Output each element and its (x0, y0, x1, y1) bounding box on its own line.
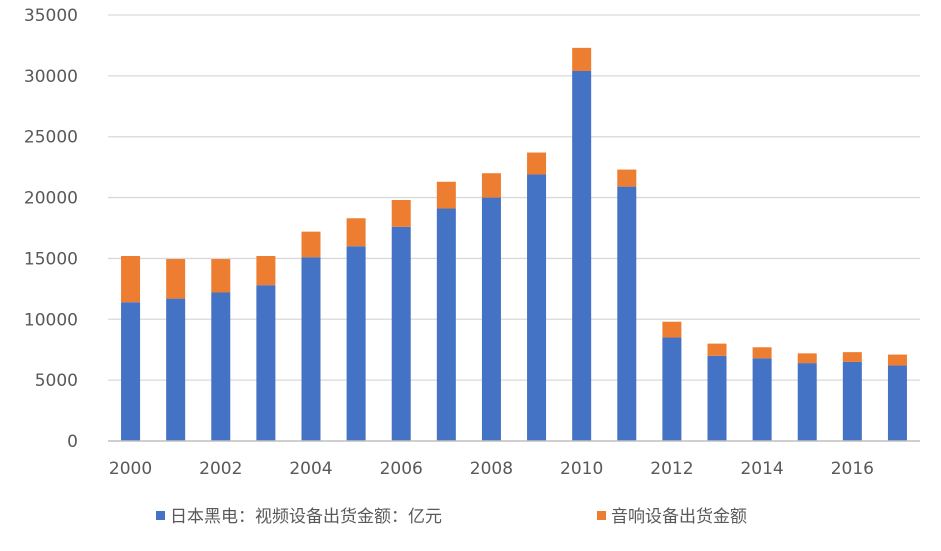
bars (121, 47, 907, 441)
bar-2012-video (662, 337, 682, 441)
y-tick-label: 10000 (24, 310, 78, 330)
bar-2008-video (481, 197, 501, 441)
bar-2005-video (346, 246, 366, 441)
bar-2010-audio (572, 47, 592, 71)
bar-2009-video (527, 174, 547, 441)
x-tick-label: 2008 (470, 459, 513, 479)
bar-2006-audio (391, 200, 411, 227)
y-tick-label: 0 (67, 432, 78, 452)
y-tick-label: 35000 (24, 6, 78, 26)
x-tick-label: 2010 (560, 459, 603, 479)
bar-2005-audio (346, 218, 366, 247)
bar-2013-audio (707, 343, 727, 356)
bar-2014-audio (752, 347, 772, 359)
legend-swatch-video (156, 511, 165, 520)
x-tick-label: 2002 (199, 459, 242, 479)
bar-2002-video (211, 292, 231, 441)
bar-2008-audio (481, 173, 501, 198)
x-tick-label: 2006 (380, 459, 423, 479)
x-axis-ticks: 2000 2002 2004 2006 2008 2010 2012 2014 2016 (109, 459, 874, 479)
bar-2011-video (617, 186, 637, 441)
x-tick-label: 2004 (289, 459, 332, 479)
bar-2015-video (797, 363, 817, 441)
bar-2012-audio (662, 321, 682, 338)
y-tick-label: 5000 (35, 371, 78, 391)
bar-2003-video (256, 285, 276, 441)
legend-label-audio: 音响设备出货金额 (611, 507, 747, 527)
bar-2013-video (707, 355, 727, 441)
legend-swatch-audio (597, 511, 606, 520)
y-tick-label: 30000 (24, 67, 78, 87)
bar-2014-video (752, 358, 772, 441)
bar-2010-video (572, 70, 592, 441)
bar-2016-video (842, 361, 862, 441)
bar-2016-audio (842, 352, 862, 362)
bar-2011-audio (617, 169, 637, 187)
bar-2000-audio (121, 255, 141, 303)
gridlines (108, 14, 920, 381)
bar-2004-video (301, 257, 321, 441)
legend: 日本黑电：视频设备出货金额：亿元 音响设备出货金额 (156, 507, 747, 527)
bar-2007-video (436, 208, 456, 441)
x-tick-label: 2000 (109, 459, 152, 479)
bar-2002-audio (211, 259, 231, 293)
x-tick-label: 2016 (831, 459, 874, 479)
bar-2000-video (121, 302, 141, 441)
x-tick-label: 2014 (740, 459, 783, 479)
bar-2009-audio (527, 152, 547, 175)
y-tick-label: 25000 (24, 128, 78, 148)
bar-2004-audio (301, 231, 321, 258)
bar-2003-audio (256, 255, 276, 286)
bar-2017-audio (887, 354, 907, 366)
y-axis-ticks: 0 5000 10000 15000 20000 25000 30000 35000 (24, 6, 78, 452)
bar-2007-audio (436, 181, 456, 209)
bar-2015-audio (797, 353, 817, 364)
x-tick-label: 2012 (650, 459, 693, 479)
bar-2001-audio (166, 259, 186, 299)
bar-2006-video (391, 226, 411, 441)
bar-2017-video (887, 365, 907, 441)
legend-label-video: 日本黑电：视频设备出货金额：亿元 (170, 507, 442, 527)
y-tick-label: 15000 (24, 249, 78, 269)
bar-2001-video (166, 298, 186, 441)
y-tick-label: 20000 (24, 189, 78, 209)
